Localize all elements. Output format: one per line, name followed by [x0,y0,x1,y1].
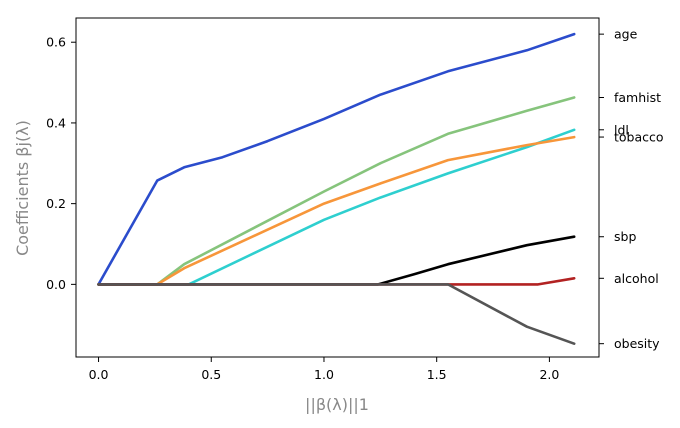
right-label-obesity: obesity [614,336,660,351]
right-label-famhist: famhist [614,90,661,105]
x-axis-label: ||β(λ)||1 [305,395,369,414]
right-label-ldl: ldl [614,122,629,137]
series-lines [97,32,576,346]
x-tick-label: 1.5 [427,367,447,382]
y-tick-label: 0.0 [46,277,66,292]
plot-frame [75,17,600,358]
y-tick-label: 0.2 [46,196,66,211]
y-tick-label: 0.6 [46,35,66,50]
y-axis-label: Coefficients βj(λ) [13,120,32,256]
series-line-age [97,32,576,286]
x-tick-label: 1.0 [314,367,334,382]
x-tick-label: 0.5 [201,367,221,382]
y-axis: 0.0 0.2 0.4 0.6 [46,35,76,292]
series-line-tobacco [97,135,576,286]
right-label-alcohol: alcohol [614,271,659,286]
right-label-sbp: sbp [614,229,636,244]
right-label-age: age [614,27,638,42]
right-label-tobacco: tobacco [614,130,664,145]
series-line-ldl [97,128,576,286]
y-tick-label: 0.4 [46,115,66,130]
series-line-obesity [97,283,576,346]
x-tick-label: 2.0 [539,367,559,382]
x-axis: 0.0 0.5 1.0 1.5 2.0 [89,357,559,382]
x-tick-label: 0.0 [89,367,109,382]
series-line-famhist [97,96,576,286]
